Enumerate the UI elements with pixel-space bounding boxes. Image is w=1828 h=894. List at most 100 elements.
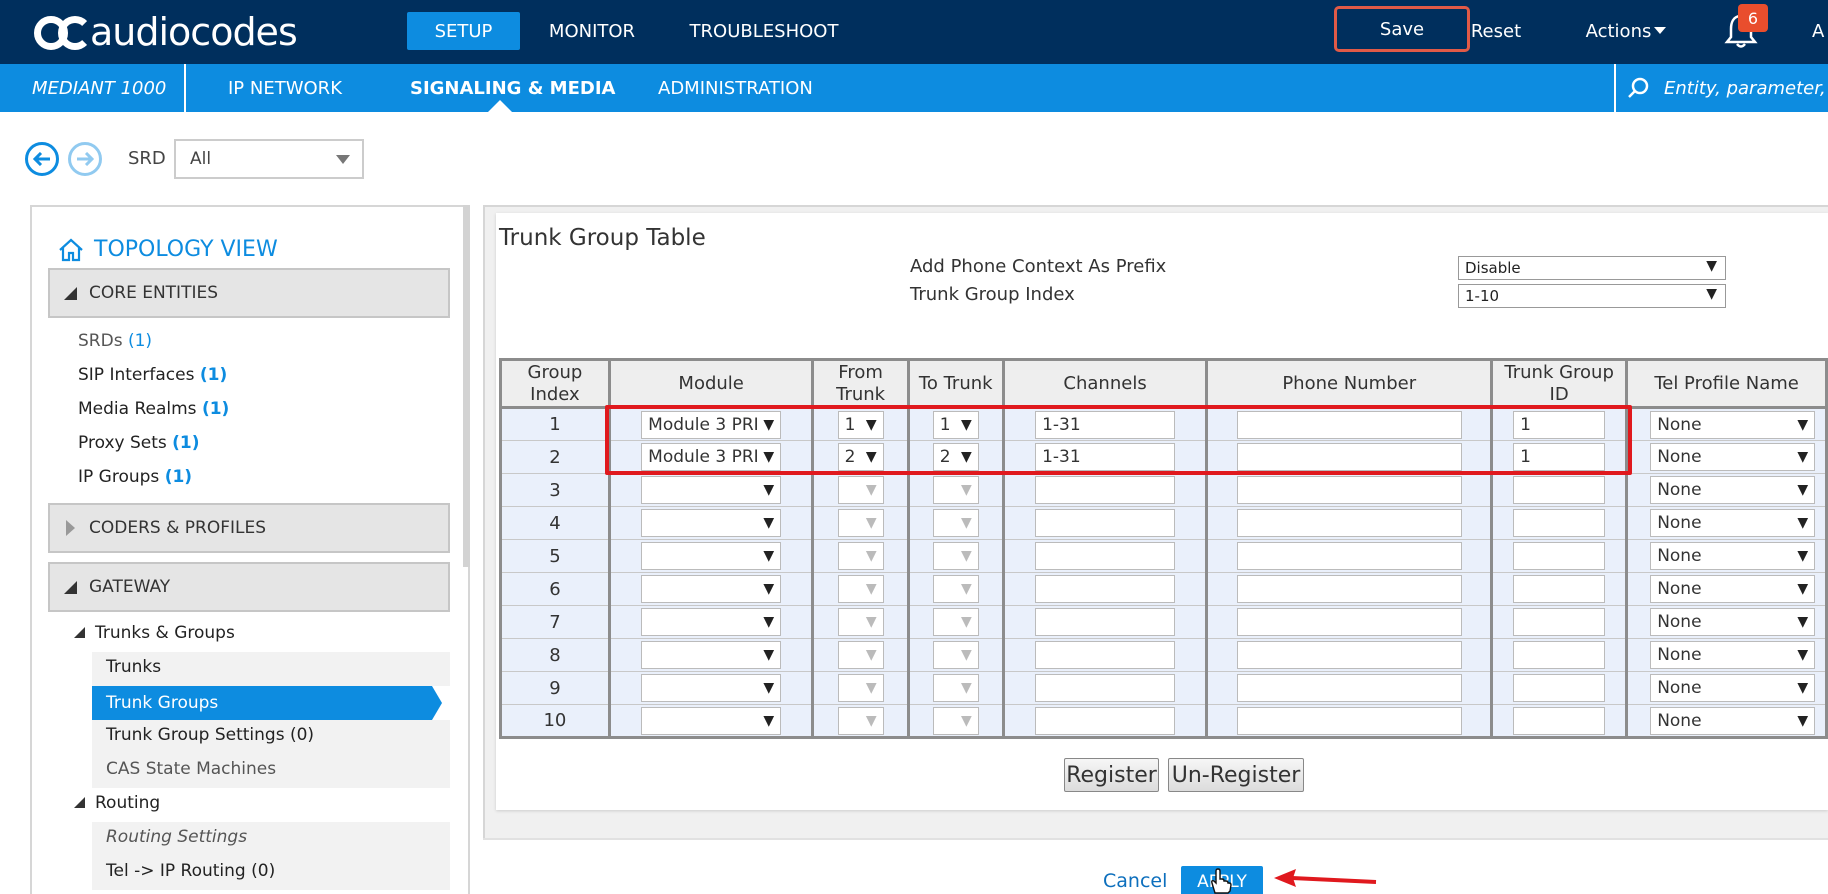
section-gateway[interactable]: GATEWAY [48,562,450,612]
module-select[interactable]: ▼ [641,575,782,603]
reset-button[interactable]: Reset [1470,20,1522,42]
unregister-button[interactable]: Un-Register [1168,758,1304,792]
to-trunk-select[interactable]: 2 ▼ [932,443,979,471]
channels-input[interactable] [1035,674,1176,702]
save-button[interactable]: Save [1334,6,1470,52]
phone-number-input[interactable] [1236,476,1462,504]
channels-input[interactable] [1035,575,1176,603]
phone-number-input[interactable] [1236,410,1462,439]
register-button[interactable]: Register [1064,758,1159,792]
tel-profile-select[interactable]: None ▼ [1650,443,1816,471]
from-trunk-select[interactable]: ▼ [837,706,884,735]
sidebar-item-trunks[interactable]: Trunks [106,657,162,677]
phone-number-input[interactable] [1236,608,1462,636]
topology-view-title[interactable]: TOPOLOGY VIEW [58,237,278,262]
tel-profile-select[interactable]: None ▼ [1650,641,1816,669]
from-trunk-select[interactable]: ▼ [837,674,884,702]
sidebar-item-sip-interfaces[interactable]: SIP Interfaces (1) [78,365,227,385]
module-select[interactable]: ▼ [641,608,782,636]
channels-input[interactable] [1035,641,1176,669]
to-trunk-select[interactable]: ▼ [932,509,979,537]
sidebar-item-trunk-group-settings[interactable]: Trunk Group Settings (0) [106,725,315,745]
channels-input[interactable] [1035,608,1176,636]
search-input[interactable]: Entity, parameter, va [1664,77,1828,99]
trunk-group-index-select[interactable]: 1-10 ▼ [1458,284,1726,308]
from-trunk-select[interactable]: ▼ [837,608,884,636]
from-trunk-select[interactable]: ▼ [837,641,884,669]
trunk-group-id-input[interactable] [1513,608,1606,636]
phone-number-input[interactable] [1236,542,1462,570]
search-box[interactable]: Entity, parameter, va [1614,64,1828,112]
from-trunk-select[interactable]: ▼ [837,542,884,570]
trunk-group-id-input[interactable] [1513,706,1606,735]
cancel-button[interactable]: Cancel [1103,870,1168,892]
from-trunk-select[interactable]: 1 ▼ [837,410,884,439]
to-trunk-select[interactable]: 1 ▼ [932,410,979,439]
sidebar-item-routing-settings[interactable]: Routing Settings [106,827,248,847]
from-trunk-select[interactable]: ▼ [837,575,884,603]
sidebar-item-cas-state-machines[interactable]: CAS State Machines [106,759,277,779]
module-select[interactable]: ▼ [641,641,782,669]
forward-arrow-icon[interactable] [68,142,102,176]
trunk-group-id-input[interactable] [1513,641,1606,669]
channels-input[interactable]: 1-31 [1035,443,1176,471]
tel-profile-select[interactable]: None ▼ [1650,542,1816,570]
section-coders-profiles[interactable]: CODERS & PROFILES [48,503,450,553]
trunk-group-id-input[interactable] [1513,509,1606,537]
topnav-overflow[interactable]: A [1812,20,1825,42]
trunk-group-id-input[interactable] [1513,575,1606,603]
sidebar-group-trunks-groups[interactable]: Trunks & Groups [74,623,235,643]
tel-profile-select[interactable]: None ▼ [1650,410,1816,439]
trunk-group-id-input[interactable] [1513,542,1606,570]
module-select[interactable]: ▼ [641,542,782,570]
channels-input[interactable]: 1-31 [1035,410,1176,439]
tel-profile-select[interactable]: None ▼ [1650,476,1816,504]
phone-number-input[interactable] [1236,509,1462,537]
topnav-setup[interactable]: SETUP [407,12,520,50]
from-trunk-select[interactable]: 2 ▼ [837,443,884,471]
sidebar-item-trunk-groups[interactable]: Trunk Groups [92,686,432,720]
to-trunk-select[interactable]: ▼ [932,641,979,669]
trunk-group-id-input[interactable] [1513,476,1606,504]
phone-number-input[interactable] [1236,641,1462,669]
phone-context-select[interactable]: Disable ▼ [1458,256,1726,280]
channels-input[interactable] [1035,509,1176,537]
module-select[interactable]: ▼ [641,476,782,504]
to-trunk-select[interactable]: ▼ [932,608,979,636]
module-select[interactable]: ▼ [641,674,782,702]
notification-badge[interactable]: 6 [1738,4,1768,32]
subnav-ip-network[interactable]: IP NETWORK [228,77,342,99]
phone-number-input[interactable] [1236,443,1462,471]
actions-menu[interactable]: Actions [1576,12,1676,50]
from-trunk-select[interactable]: ▼ [837,509,884,537]
to-trunk-select[interactable]: ▼ [932,575,979,603]
topnav-monitor[interactable]: MONITOR [548,20,636,42]
sidebar-item-proxy-sets[interactable]: Proxy Sets (1) [78,433,200,453]
srd-select[interactable]: All [174,139,364,179]
from-trunk-select[interactable]: ▼ [837,476,884,504]
channels-input[interactable] [1035,706,1176,735]
trunk-group-id-input[interactable]: 1 [1513,410,1606,439]
tel-profile-select[interactable]: None ▼ [1650,575,1816,603]
sidebar-item-tel-ip-routing[interactable]: Tel -> IP Routing (0) [106,861,276,881]
back-arrow-icon[interactable] [25,142,59,176]
to-trunk-select[interactable]: ▼ [932,674,979,702]
trunk-group-id-input[interactable]: 1 [1513,443,1606,471]
module-select[interactable]: ▼ [641,706,782,735]
channels-input[interactable] [1035,542,1176,570]
phone-number-input[interactable] [1236,706,1462,735]
subnav-signaling-media[interactable]: SIGNALING & MEDIA [410,77,616,99]
module-select[interactable]: Module 3 PRI ▼ [641,410,782,439]
sidebar-scrollbar[interactable] [463,205,470,567]
section-core-entities[interactable]: CORE ENTITIES [48,268,450,318]
trunk-group-id-input[interactable] [1513,674,1606,702]
tel-profile-select[interactable]: None ▼ [1650,706,1816,735]
sidebar-item-media-realms[interactable]: Media Realms (1) [78,399,229,419]
to-trunk-select[interactable]: ▼ [932,542,979,570]
phone-number-input[interactable] [1236,575,1462,603]
to-trunk-select[interactable]: ▼ [932,706,979,735]
sidebar-group-routing[interactable]: Routing [74,793,160,813]
tel-profile-select[interactable]: None ▼ [1650,674,1816,702]
tel-profile-select[interactable]: None ▼ [1650,509,1816,537]
to-trunk-select[interactable]: ▼ [932,476,979,504]
